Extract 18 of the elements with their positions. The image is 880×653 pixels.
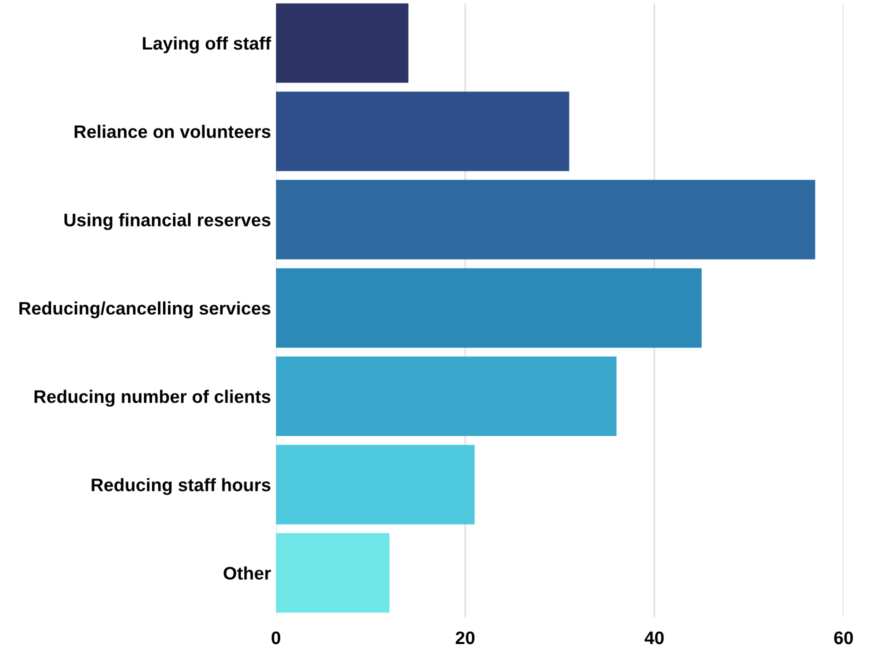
bar <box>276 356 617 436</box>
bar <box>276 180 816 260</box>
x-tick-label: 0 <box>272 631 280 644</box>
y-tick-label: Using financial reserves <box>64 213 270 230</box>
bar <box>276 3 408 83</box>
y-tick-label: Other <box>224 566 271 580</box>
bar <box>276 533 390 613</box>
bar <box>276 268 702 348</box>
y-tick-label: Reducing/cancelling services <box>19 301 270 318</box>
x-tick-label: 20 <box>456 631 474 644</box>
x-tick-label: 60 <box>834 631 853 644</box>
y-tick-label: Reliance on volunteers <box>74 124 270 138</box>
x-tick-label: 40 <box>644 631 664 644</box>
y-tick-label: Reducing number of clients <box>34 390 270 407</box>
y-tick-label: Laying off staff <box>142 36 272 54</box>
bar <box>276 92 570 172</box>
bar <box>276 444 475 524</box>
y-tick-label: Reducing staff hours <box>92 478 270 495</box>
